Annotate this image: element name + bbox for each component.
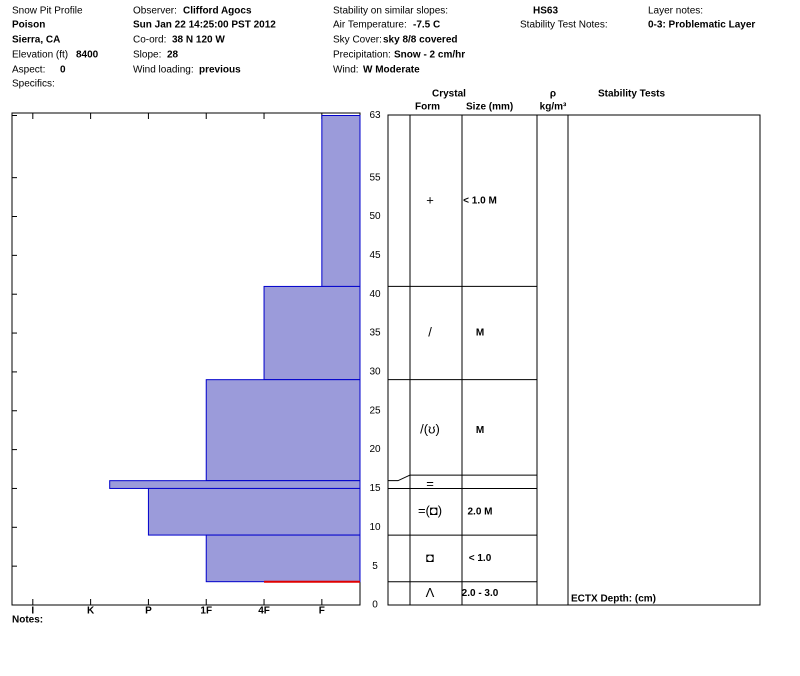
y-tick-label: 55 — [369, 172, 381, 183]
value: 8400 — [76, 50, 99, 61]
crystal-form: = — [426, 476, 434, 491]
label: Sky Cover: — [333, 35, 382, 46]
crystal-form: ◘ — [426, 550, 434, 565]
y-tick-label: 20 — [369, 444, 381, 455]
x-tick-label: P — [145, 606, 152, 617]
y-tick-label: 25 — [369, 405, 381, 416]
y-tick-label: 0 — [372, 600, 378, 611]
crystal-size: M — [476, 328, 484, 339]
value: previous — [199, 65, 241, 76]
y-tick-label: 5 — [372, 561, 378, 572]
y-tick-label: 50 — [369, 211, 381, 222]
value: Clifford Agocs — [183, 6, 252, 17]
table-border — [387, 114, 761, 606]
value: 0-3: Problematic Layer — [648, 20, 755, 31]
y-tick-label: 35 — [369, 328, 381, 339]
x-tick-label: F — [319, 606, 325, 617]
crystal-form: Λ — [426, 585, 435, 600]
value: Sun Jan 22 14:25:00 PST 2012 — [133, 20, 276, 31]
x-tick-label: 1F — [200, 606, 212, 617]
y-tick-label: 15 — [369, 483, 381, 494]
crystal-size: < 1.0 — [469, 553, 492, 564]
value: 0 — [60, 65, 66, 76]
column-header: Crystal — [432, 89, 466, 100]
value: Snow - 2 cm/hr — [394, 50, 465, 61]
test-result: ECTX Depth: (cm) — [571, 594, 656, 605]
crystal-size: M — [476, 425, 484, 436]
x-tick-label: I — [31, 606, 34, 617]
label: Layer notes: — [648, 6, 703, 17]
label: Wind loading: — [133, 65, 194, 76]
value: 28 — [167, 50, 179, 61]
column-header: Stability Tests — [598, 89, 665, 100]
crystal-form: =(◘) — [418, 503, 442, 518]
label: Observer: — [133, 6, 177, 17]
label: Slope: — [133, 50, 161, 61]
label: Stability Test Notes: — [520, 20, 608, 31]
header: Snow Pit Profile Poison Sierra, CA Eleva… — [12, 6, 755, 90]
crystal-form: / — [428, 324, 432, 339]
notes-label: Notes: — [12, 615, 43, 626]
x-tick-label: K — [87, 606, 95, 617]
label: Wind: — [333, 65, 359, 76]
title: Snow Pit Profile — [12, 6, 83, 17]
label: Co-ord: — [133, 35, 166, 46]
crystal-size: 2.0 - 3.0 — [462, 588, 499, 599]
label: Elevation (ft) — [12, 50, 68, 61]
value: 38 N 120 W — [172, 35, 225, 46]
hs: HS63 — [533, 6, 558, 17]
table-frame — [387, 114, 761, 606]
hardness-bar — [109, 480, 361, 489]
value: W Moderate — [363, 65, 420, 76]
y-tick-label: 40 — [369, 289, 381, 300]
region: Sierra, CA — [12, 35, 60, 46]
label: Stability on similar slopes: — [333, 6, 448, 17]
crystal-size: < 1.0 M — [463, 196, 497, 207]
label: Precipitation: — [333, 50, 391, 61]
hardness-bar — [263, 285, 361, 381]
crystal-form: + — [426, 192, 434, 207]
value: -7.5 C — [413, 20, 440, 31]
label: Aspect: — [12, 65, 45, 76]
location: Poison — [12, 20, 45, 31]
hardness-bar — [205, 379, 361, 482]
label: Specifics: — [12, 79, 55, 90]
crystal-size: 2.0 M — [467, 506, 492, 517]
y-tick-label: 30 — [369, 367, 381, 378]
column-header: kg/m³ — [540, 102, 567, 113]
hardness-bar — [205, 534, 361, 583]
crystal-form: /(ʊ) — [420, 422, 440, 437]
column-header: Form — [415, 102, 440, 113]
hardness-bar — [321, 115, 361, 287]
column-header: Size (mm) — [466, 102, 513, 113]
column-header: ρ — [550, 89, 556, 100]
y-tick-label: 10 — [369, 522, 381, 533]
value: sky 8/8 covered — [383, 35, 458, 46]
y-tick-label: 45 — [369, 250, 381, 261]
table-header: Crystal Form Size (mm) ρ kg/m³ Stability… — [415, 89, 665, 605]
y-tick-label: 63 — [369, 110, 381, 121]
x-tick-label: 4F — [258, 606, 270, 617]
layer-connector — [388, 474, 411, 482]
hardness-bar — [147, 487, 361, 536]
label: Air Temperature: — [333, 20, 407, 31]
